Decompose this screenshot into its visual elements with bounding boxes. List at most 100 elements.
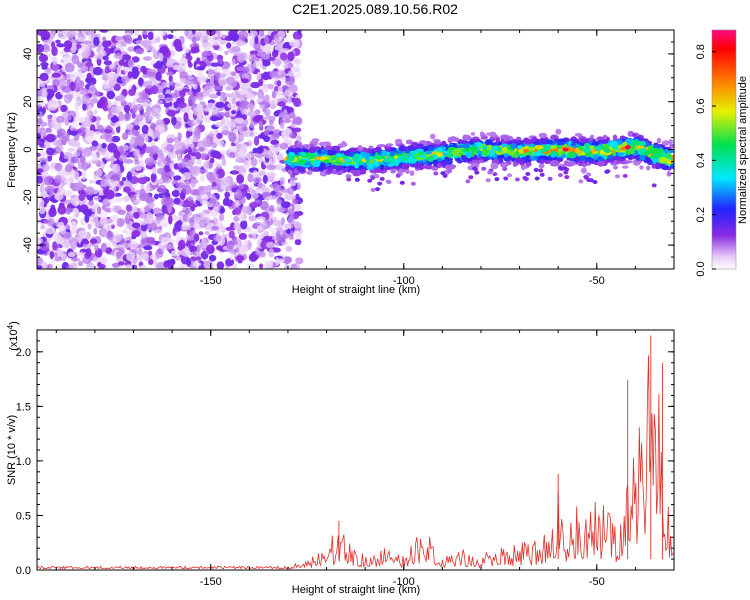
noise-blob	[147, 129, 153, 137]
noise-blob	[126, 204, 133, 212]
signal-blob	[368, 155, 375, 160]
noise-blob	[132, 105, 138, 113]
signal-blob	[503, 176, 509, 181]
noise-blob	[48, 99, 57, 105]
noise-blob	[242, 66, 250, 73]
noise-blob	[70, 226, 78, 235]
noise-blob	[203, 51, 213, 56]
signal-blob	[388, 151, 396, 157]
noise-blob	[193, 233, 200, 242]
noise-blob	[128, 88, 136, 96]
noise-blob	[45, 127, 52, 134]
noise-blob	[125, 123, 134, 130]
noise-blob	[255, 147, 264, 154]
noise-blob	[196, 140, 207, 150]
noise-blob	[208, 254, 217, 262]
noise-blob	[75, 116, 86, 123]
noise-blob	[183, 112, 189, 123]
noise-blob	[82, 103, 87, 111]
signal-blob	[368, 145, 374, 149]
signal-blob	[389, 156, 395, 164]
noise-blob	[37, 124, 41, 135]
noise-blob	[139, 188, 146, 198]
noise-blob	[167, 152, 177, 159]
noise-blob	[219, 73, 227, 78]
noise-blob	[69, 182, 76, 189]
noise-blob	[278, 207, 286, 213]
noise-blob	[131, 222, 141, 229]
signal-blob	[359, 169, 367, 175]
noise-blob	[87, 104, 93, 112]
noise-blob	[116, 218, 124, 228]
noise-blob	[78, 193, 86, 201]
noise-blob	[156, 248, 164, 259]
noise-blob	[218, 79, 228, 85]
noise-blob	[252, 170, 258, 179]
noise-blob	[163, 197, 173, 207]
noise-blob	[64, 199, 73, 204]
noise-blob	[38, 205, 46, 215]
noise-blob	[123, 35, 132, 43]
snr-ticks: -150 -100 -500.00.51.01.52.0	[16, 330, 675, 588]
noise-blob	[99, 217, 110, 225]
noise-blob	[144, 157, 155, 166]
noise-blob	[56, 115, 65, 124]
noise-blob	[184, 137, 194, 145]
signal-blob	[588, 178, 594, 183]
noise-blob	[148, 212, 154, 223]
noise-blob	[63, 94, 72, 104]
signal-blob	[371, 151, 376, 156]
noise-blob	[37, 141, 43, 146]
noise-blob	[263, 44, 273, 55]
signal-blob	[631, 133, 637, 138]
noise-blob	[295, 229, 300, 240]
noise-blob	[127, 71, 132, 79]
noise-blob	[209, 197, 217, 207]
noise-blob	[102, 36, 107, 42]
noise-blob	[126, 171, 133, 181]
noise-blob	[121, 88, 128, 97]
noise-blob	[89, 238, 98, 244]
noise-blob	[41, 164, 50, 172]
colorbar: 0.00.20.40.60.8 Normalized spectral ampl…	[695, 29, 749, 277]
signal-blob	[469, 146, 478, 151]
snr-panel: -150 -100 -500.00.51.01.52.0 Height of str…	[6, 321, 675, 596]
noise-blob	[221, 130, 231, 136]
noise-blob	[195, 256, 202, 261]
signal-blob	[578, 160, 583, 164]
y-tick-label: 0	[22, 146, 34, 152]
noise-blob	[37, 132, 42, 141]
noise-blob	[211, 142, 217, 149]
signal-blob	[567, 151, 576, 159]
noise-blob	[58, 249, 64, 258]
noise-blob	[105, 247, 113, 254]
noise-blob	[51, 72, 61, 78]
noise-blob	[257, 225, 263, 231]
noise-blob	[193, 217, 203, 223]
signal-blob	[405, 139, 413, 145]
noise-blob	[262, 174, 268, 184]
noise-blob	[273, 110, 280, 117]
signal-blob	[554, 138, 560, 143]
noise-blob	[102, 101, 109, 112]
signal-blob	[353, 156, 360, 162]
signal-blob	[446, 157, 453, 162]
x-tick-label: -50	[589, 275, 605, 287]
noise-blob	[236, 54, 246, 63]
signal-blob	[303, 144, 312, 148]
signal-blob	[482, 157, 489, 162]
noise-blob	[228, 48, 236, 54]
noise-blob	[246, 192, 252, 200]
signal-blob	[643, 150, 651, 156]
signal-blob	[426, 155, 435, 162]
noise-blob	[239, 99, 249, 106]
noise-blob	[57, 128, 66, 137]
noise-blob	[178, 239, 186, 250]
signal-blob	[629, 149, 635, 155]
noise-blob	[72, 207, 79, 214]
signal-blob	[477, 151, 483, 155]
signal-blob	[482, 135, 488, 140]
noise-blob	[280, 201, 291, 209]
noise-blob	[260, 53, 271, 60]
signal-blob	[379, 176, 385, 181]
